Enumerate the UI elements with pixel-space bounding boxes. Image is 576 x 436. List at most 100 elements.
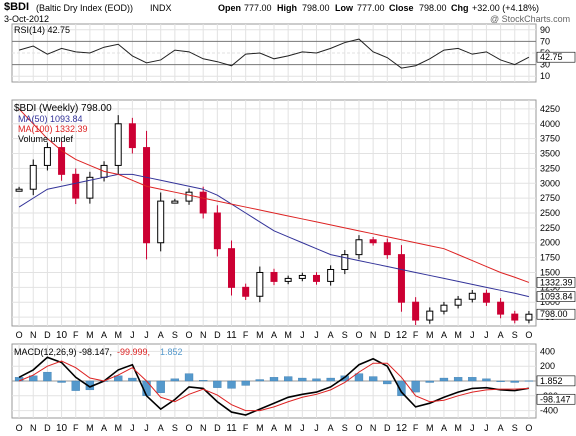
x-tick-label-bottom: A (328, 423, 334, 433)
price-tick-label: 3500 (540, 149, 560, 159)
macd-signal-line (18, 360, 529, 412)
chg-label: Chg (451, 3, 469, 13)
price-bar (157, 200, 165, 244)
price-bar (312, 274, 320, 282)
x-tick-label-top: F (413, 330, 419, 340)
x-tick-label-bottom: M (426, 423, 434, 433)
price-bar (440, 304, 448, 312)
high-label: High (277, 3, 297, 13)
price-bar (185, 191, 193, 202)
price-bar (72, 173, 80, 199)
price-bar (242, 286, 250, 297)
x-tick-label-bottom: F (413, 423, 419, 433)
price-bar (397, 254, 405, 303)
price-tick-label: 3000 (540, 178, 560, 188)
ma50-label: MA(50) 1093.84 (18, 114, 83, 124)
x-tick-label-top: N (30, 330, 37, 340)
macd-tick-label: 400 (540, 346, 555, 356)
x-tick-label-bottom: N (370, 423, 377, 433)
high-value: 798.00 (302, 3, 330, 13)
price-bar (228, 248, 236, 288)
x-tick-label-bottom: 11 (226, 423, 237, 434)
x-tick-label-top: D (44, 330, 51, 340)
low-value: 777.00 (357, 3, 385, 13)
volume-label: Volume undef (18, 134, 74, 144)
price-bar (213, 212, 221, 250)
x-tick-label-bottom: M (86, 423, 94, 433)
macd-hist-bar (312, 378, 321, 382)
price-bar (29, 164, 37, 190)
open-value: 777.00 (244, 3, 272, 13)
x-tick-label-top: S (342, 330, 348, 340)
macd-hist-bar (156, 380, 165, 393)
macd-hist-bar (29, 375, 38, 382)
price-tick-label: 3250 (540, 163, 560, 173)
price-bar (298, 274, 306, 279)
price-bar (199, 191, 207, 214)
macd-hist-bar (411, 380, 420, 393)
macd-hist-bar (510, 380, 519, 383)
macd-hist-bar (482, 378, 491, 382)
ma50-badge: 1093.84 (540, 292, 573, 302)
x-tick-label-top: F (243, 330, 249, 340)
x-tick-label-bottom: D (384, 423, 391, 433)
rsi-tick-label: 90 (540, 25, 550, 35)
x-tick-label-bottom: D (44, 423, 51, 433)
ma100-badge: 1332.39 (540, 277, 573, 287)
macd-tick-label: 200 (540, 361, 555, 371)
price-bar (426, 310, 434, 321)
macd-hist-bar (269, 377, 279, 382)
x-tick-label-bottom: D (214, 423, 221, 433)
x-tick-label-top: O (355, 330, 362, 340)
price-tick-label: 1750 (540, 253, 560, 263)
price-bar (270, 271, 278, 282)
macd-hist-bar (128, 377, 137, 382)
macd-hist-bar (255, 379, 264, 382)
ma100-line (18, 108, 530, 283)
x-tick-label-bottom: A (158, 423, 164, 433)
x-tick-label-bottom: A (101, 423, 107, 433)
x-tick-label-bottom: O (16, 423, 23, 433)
price-bar (511, 313, 519, 321)
x-tick-label-top: A (328, 330, 334, 340)
price-bar (284, 277, 292, 282)
price-badge-box (536, 308, 576, 320)
x-tick-label-top: J (144, 330, 149, 340)
macd-tick-label: -400 (540, 406, 558, 416)
macd-hist-bar (213, 380, 222, 388)
quote-date: 3-Oct-2012 (4, 14, 50, 24)
price-tick-label: 2750 (540, 193, 560, 203)
macd-hist-bar (227, 380, 236, 389)
macd-hist-bar (284, 376, 293, 382)
rsi-current-badge (536, 51, 576, 63)
x-tick-label-bottom: N (30, 423, 37, 433)
x-tick-label-top: S (172, 330, 178, 340)
exchange: INDX (150, 3, 172, 13)
x-tick-label-top: A (101, 330, 107, 340)
x-tick-label-bottom: J (484, 423, 489, 433)
price-tick-label: 4250 (540, 104, 560, 114)
macd-hist-bar (496, 380, 505, 382)
x-tick-label-bottom: F (73, 423, 79, 433)
x-tick-label-top: A (498, 330, 504, 340)
price-tick-label: 3750 (540, 134, 560, 144)
price-bar (482, 292, 490, 303)
x-tick-label-top: N (370, 330, 377, 340)
x-tick-label-top: F (73, 330, 79, 340)
price-bar (327, 269, 335, 282)
chart-header: $BDI (Baltic Dry Index (EOD)) INDX 3-Oct… (0, 0, 576, 24)
price-bar (525, 313, 533, 321)
price-badge: 798.00 (540, 309, 568, 319)
price-tick-label: 4000 (540, 119, 560, 129)
x-tick-label-bottom: M (114, 423, 122, 433)
price-bar (341, 254, 349, 270)
x-tick-label-bottom: A (441, 423, 447, 433)
rsi-tick-label: 10 (540, 71, 550, 81)
price-bar (171, 200, 179, 204)
rsi-current-value: 42.75 (540, 52, 563, 62)
x-tick-label-top: D (384, 330, 391, 340)
price-tick-label: 1000 (540, 297, 560, 307)
price-tick-label: 2000 (540, 238, 560, 248)
macd-hist-bar (326, 377, 335, 382)
macd-hist-label: 1.852 (160, 347, 183, 357)
